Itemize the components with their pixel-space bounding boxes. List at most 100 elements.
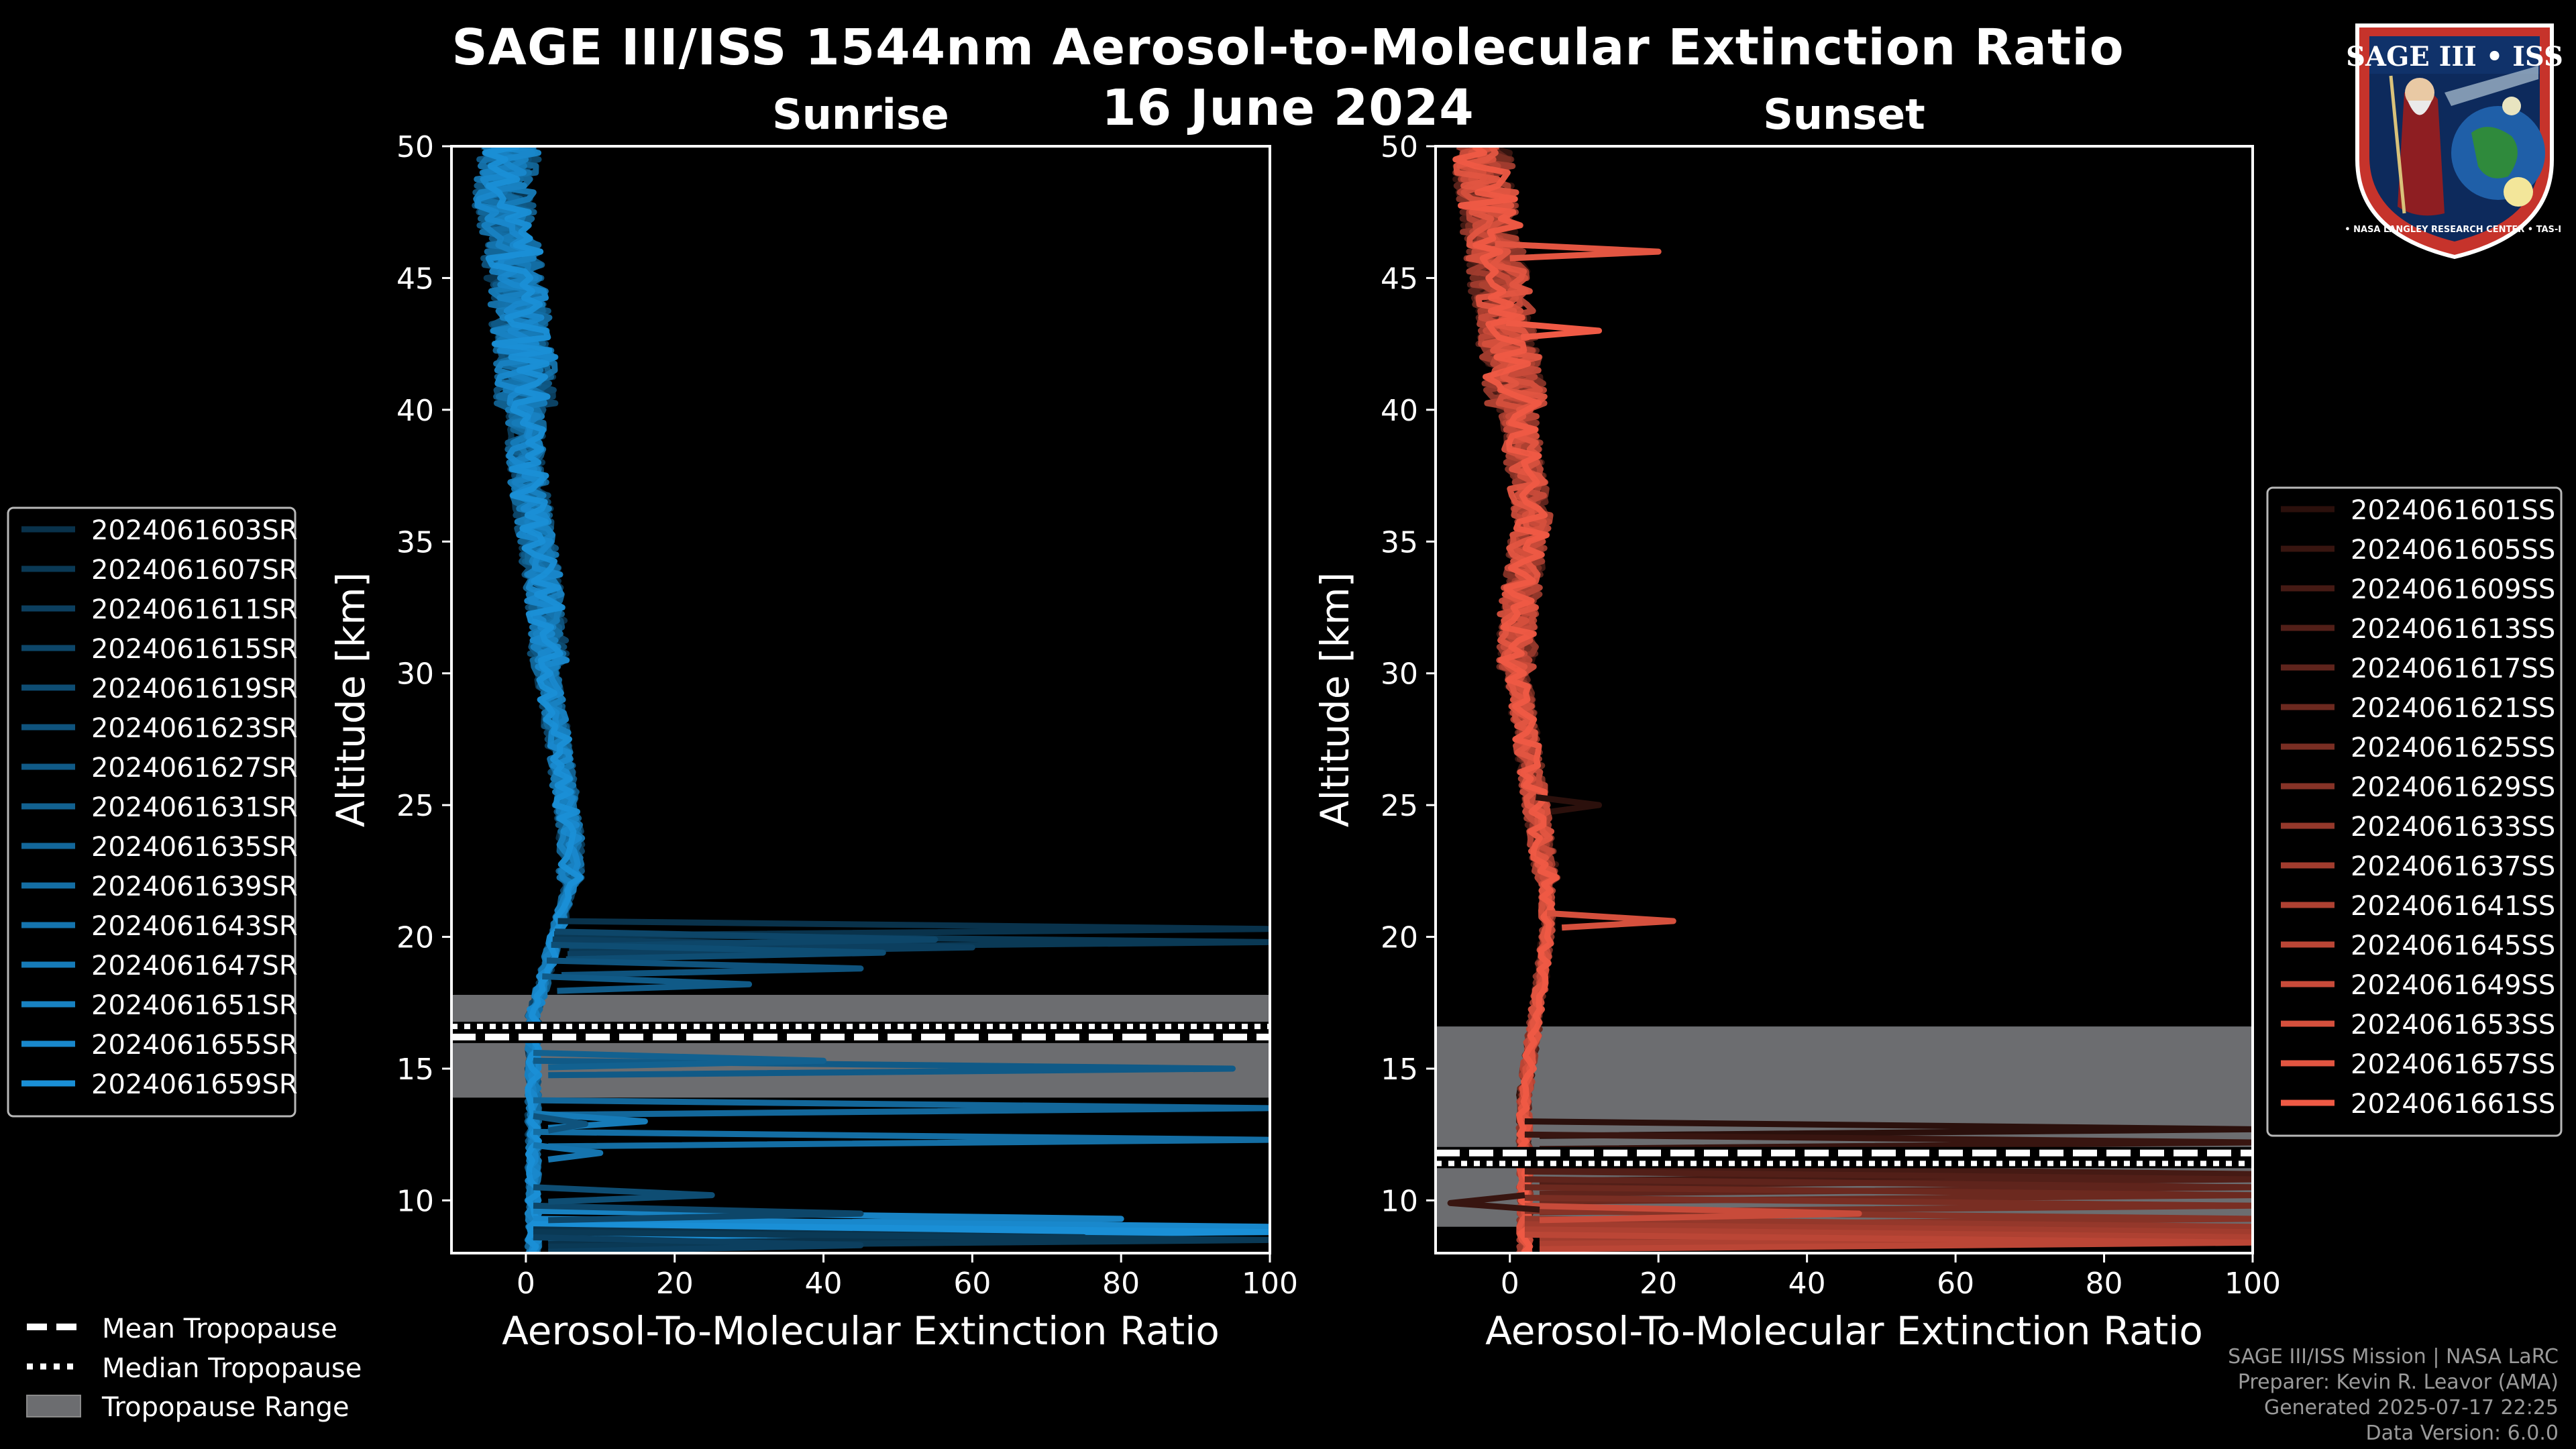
legend-entry: 2024061659SR bbox=[91, 1069, 298, 1100]
legend-sunset: 2024061601SS 2024061605SS 2024061609SS 2024… bbox=[2266, 486, 2563, 1137]
logo-text: SAGE III • ISS bbox=[2346, 41, 2563, 72]
logo-ring-text: BALL • NASA LANGLEY RESEARCH CENTER • TA… bbox=[2344, 225, 2565, 235]
series-spike bbox=[1524, 1163, 2253, 1184]
series-spike bbox=[1524, 1226, 2253, 1247]
x-tick-label: 0 bbox=[517, 1267, 535, 1301]
legend-median-tropopause: Median Tropopause bbox=[102, 1353, 362, 1384]
x-tick-label: 40 bbox=[805, 1267, 843, 1301]
series-spike bbox=[1495, 240, 1662, 262]
y-axis-label: Altitude [km] bbox=[328, 572, 374, 827]
y-tick-label: 50 bbox=[396, 130, 434, 164]
legend-tropopause-range: Tropopause Range bbox=[101, 1392, 350, 1423]
plot-frame bbox=[450, 145, 1271, 1254]
tropopause-range-swatch bbox=[26, 1395, 81, 1417]
panel-sunrise: 0 20 40 60 80 100 10 15 20 25 30 35 40 45 50 Sunrise Aer… bbox=[7, 90, 1298, 1354]
legend-entry: 2024061643SR bbox=[91, 911, 298, 942]
legend-entry: 2024061613SS bbox=[2351, 614, 2555, 645]
x-axis-label: Aerosol-To-Molecular Extinction Ratio bbox=[1485, 1308, 2203, 1354]
series-spike bbox=[1524, 1232, 2253, 1252]
series-spike bbox=[533, 1142, 604, 1163]
legend-entry: 2024061661SS bbox=[2351, 1089, 2555, 1120]
legend-entry: 2024061657SS bbox=[2351, 1049, 2555, 1080]
series-line-2024061653SS bbox=[1456, 146, 1558, 1253]
legend-entry: 2024061619SR bbox=[91, 674, 298, 704]
panel-title: Sunset bbox=[1763, 90, 1925, 139]
series-spike bbox=[1447, 1192, 1540, 1213]
legend-entry: 2024061645SS bbox=[2351, 930, 2555, 961]
legend-entry: 2024061633SS bbox=[2351, 812, 2555, 843]
legend-entry: 2024061649SS bbox=[2351, 970, 2555, 1001]
y-tick-label: 35 bbox=[396, 525, 434, 559]
y-tick-label: 30 bbox=[1381, 657, 1418, 692]
legend-entry: 2024061629SS bbox=[2351, 772, 2555, 803]
x-tick-label: 60 bbox=[953, 1267, 991, 1301]
legend-entry: 2024061639SR bbox=[91, 871, 298, 902]
legend-mean-tropopause: Mean Tropopause bbox=[102, 1313, 337, 1344]
panel-title: Sunrise bbox=[772, 90, 949, 139]
series-spike bbox=[542, 973, 753, 994]
series-spike bbox=[1524, 1118, 2253, 1139]
legend-entry: 2024061605SS bbox=[2351, 535, 2555, 566]
sage-iii-iss-logo: SAGE III • ISS BALL • NASA LANGLEY RESEA… bbox=[2344, 23, 2565, 260]
legend-box bbox=[7, 506, 297, 1118]
y-tick-label: 10 bbox=[396, 1184, 434, 1218]
legend-entry: 2024061641SS bbox=[2351, 891, 2555, 922]
y-axis-label: Altitude [km] bbox=[1312, 572, 1358, 827]
legend-entry: 2024061617SS bbox=[2351, 653, 2555, 684]
y-tick-label: 15 bbox=[1381, 1053, 1418, 1087]
series-spike bbox=[533, 1097, 1270, 1118]
y-tick-label: 20 bbox=[1381, 921, 1418, 955]
series-line-2024061651SR bbox=[473, 146, 580, 1253]
x-axis-label: Aerosol-To-Molecular Extinction Ratio bbox=[502, 1308, 1220, 1354]
y-tick-label: 45 bbox=[396, 262, 434, 296]
series-spike bbox=[546, 957, 864, 978]
legend-sunrise: 2024061603SR 2024061607SR 2024061611SR 2024… bbox=[7, 506, 298, 1118]
chart-title: SAGE III/ISS 1544nm Aerosol-to-Molecular… bbox=[451, 19, 2125, 76]
legend-entry: 2024061627SR bbox=[91, 753, 298, 784]
y-tick-label: 35 bbox=[1381, 525, 1418, 559]
credit-mission: SAGE III/ISS Mission | NASA LaRC bbox=[2228, 1345, 2559, 1368]
y-tick-label: 50 bbox=[1381, 130, 1418, 164]
series-line-2024061659SR bbox=[482, 146, 584, 1253]
y-tick-label: 10 bbox=[1381, 1184, 1418, 1218]
x-tick-label: 20 bbox=[1640, 1267, 1677, 1301]
x-tick-label: 20 bbox=[656, 1267, 694, 1301]
legend-entry: 2024061601SS bbox=[2351, 495, 2555, 526]
series-spike bbox=[533, 1202, 864, 1224]
legend-entry: 2024061647SR bbox=[91, 951, 298, 981]
credit-version: Data Version: 6.0.0 bbox=[2365, 1421, 2559, 1445]
panel-sunset: 0 20 40 60 80 100 10 15 20 25 30 35 40 45 50 Sunset Aero… bbox=[1312, 90, 2563, 1354]
series-spike bbox=[1535, 794, 1603, 815]
x-tick-label: 80 bbox=[1102, 1267, 1140, 1301]
series-spike bbox=[533, 1184, 715, 1205]
legend-entry: 2024061621SS bbox=[2351, 693, 2555, 724]
series-spike bbox=[1524, 1202, 1862, 1224]
credit-preparer: Preparer: Kevin R. Leavor (AMA) bbox=[2237, 1371, 2559, 1394]
y-tick-label: 30 bbox=[396, 657, 434, 692]
x-tick-label: 80 bbox=[2086, 1267, 2123, 1301]
credits-block: SAGE III/ISS Mission | NASA LaRC Prepare… bbox=[2228, 1344, 2559, 1446]
series-spike bbox=[533, 1234, 864, 1253]
x-tick-label: 60 bbox=[1937, 1267, 1974, 1301]
legend-entry: 2024061651SR bbox=[91, 990, 298, 1021]
profile-lines bbox=[472, 146, 1270, 1253]
legend-entry: 2024061655SR bbox=[91, 1030, 298, 1061]
legend-entry: 2024061611SR bbox=[91, 594, 298, 625]
x-tick-label: 100 bbox=[2224, 1267, 2281, 1301]
legend-box bbox=[2266, 486, 2563, 1137]
y-tick-label: 15 bbox=[396, 1053, 434, 1087]
y-tick-label: 25 bbox=[1381, 789, 1418, 823]
series-spike bbox=[533, 1113, 589, 1134]
y-tick-label: 40 bbox=[396, 394, 434, 428]
legend-entry: 2024061603SR bbox=[91, 515, 298, 546]
credit-generated: Generated 2025-07-17 22:25 bbox=[2263, 1396, 2559, 1419]
legend-entry: 2024061625SS bbox=[2351, 733, 2555, 763]
series-spike bbox=[557, 918, 1270, 939]
profile-lines bbox=[1447, 146, 2253, 1253]
series-line-2024061661SS bbox=[1452, 146, 1560, 1253]
legend-entry: 2024061635SR bbox=[91, 832, 298, 863]
series-spike bbox=[533, 1128, 1270, 1150]
chart-date: 16 June 2024 bbox=[1102, 79, 1474, 137]
legend-entry: 2024061623SR bbox=[91, 713, 298, 744]
